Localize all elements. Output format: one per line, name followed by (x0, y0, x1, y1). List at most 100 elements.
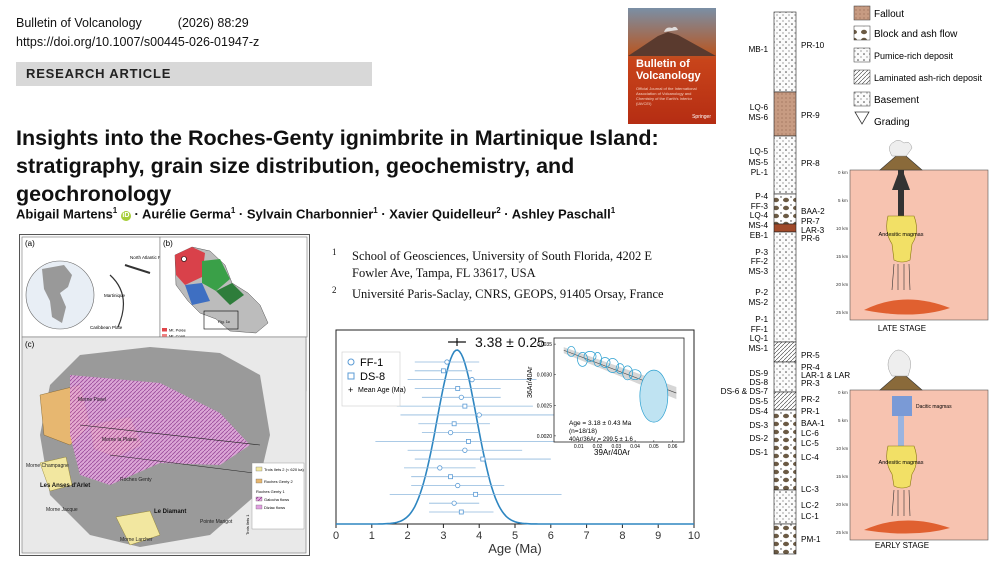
svg-text:Morne Larcher: Morne Larcher (120, 537, 153, 543)
volcano-illustration (628, 26, 716, 56)
inset-x-tick-label: 0.06 (668, 444, 678, 450)
strat-left-label: MS-2 (748, 298, 768, 307)
svg-text:15 km: 15 km (836, 254, 849, 259)
density-curve (336, 349, 694, 525)
isochron-point (606, 358, 619, 373)
ds8-point (448, 474, 453, 480)
isochron-point (622, 365, 633, 381)
svg-text:Fallout: Fallout (874, 9, 904, 20)
author-name[interactable]: Sylvain Charbonnier (246, 206, 374, 222)
ds8-point (455, 386, 461, 391)
isochron-point (628, 369, 642, 381)
strat-left-label: DS-4 (749, 407, 768, 416)
svg-text:Roches Genty 2: Roches Genty 2 (264, 479, 293, 484)
map-figure-svg: (a) North Atlantic Plate Martinique Cari… (21, 236, 308, 554)
svg-text:10 km: 10 km (836, 446, 849, 451)
strat-right-label: LC-3 (801, 485, 819, 494)
ff1-point (469, 377, 475, 383)
svg-text:Pointe Marigot: Pointe Marigot (200, 519, 233, 525)
strat-left-label: MS-6 (748, 113, 768, 122)
strat-left-label: LQ-4 (750, 211, 769, 220)
ds8-point (473, 491, 479, 497)
strat-left-label: DS-2 (749, 434, 768, 443)
strat-left-label: P-1 (755, 315, 768, 324)
x-tick-label: 10 (688, 530, 700, 542)
isochron-inset: 0.01 0.02 0.03 0.04 0.05 0.06 0.0035 0.0030 0.00… (527, 337, 685, 457)
strat-right-label: PR-7 (801, 217, 820, 226)
svg-text:Mt. Conil: Mt. Conil (169, 334, 185, 339)
inset-y-tick-label: 0.0030 (537, 373, 553, 379)
x-tick-label: 1 (369, 530, 375, 542)
svg-text:Morne Jacque: Morne Jacque (46, 507, 78, 513)
inset-ref-label: Fig. 1c (218, 319, 230, 324)
svg-text:25 km: 25 km (836, 310, 849, 315)
strat-legend: Fallout Block and ash flow Pumice-rich d… (853, 5, 983, 128)
isochron-point (583, 351, 597, 362)
age-chart: 0 1 2 3 4 5 6 7 8 9 10 Age (Ma) 3.38 ± 0.25 FF-1 D… (333, 329, 700, 556)
svg-text:Morne la Plaine: Morne la Plaine (102, 437, 137, 443)
strat-right-label: LC-2 (801, 501, 819, 510)
map-figure: (a) North Atlantic Plate Martinique Cari… (19, 234, 310, 556)
strat-left-label: FF-1 (751, 325, 769, 334)
strat-left-label: DS-5 (749, 397, 768, 406)
ds8-point (441, 368, 446, 374)
x-tick-label: 5 (512, 530, 518, 542)
inset-age-text: Age = 3.18 ± 0.43 Ma (569, 420, 632, 427)
legend-ff1: FF-1 (360, 357, 383, 369)
author-name[interactable]: Ashley Paschall (511, 206, 611, 222)
svg-text:Basement: Basement (874, 95, 919, 106)
strat-right-label: LC-1 (801, 512, 819, 521)
legend-plus-marker: + (348, 385, 353, 395)
ff1-point (476, 412, 482, 418)
strat-left-label: MS-3 (748, 267, 768, 276)
ff1-point (458, 394, 464, 400)
island-label: Martinique (104, 293, 126, 298)
strat-right-label: LC-5 (801, 439, 819, 448)
x-axis-label: Age (Ma) (488, 541, 541, 556)
doi-link[interactable]: https://doi.org/10.1007/s00445-026-01947… (16, 35, 260, 49)
ds8-point (466, 439, 471, 444)
strat-left-label: P-4 (755, 192, 768, 201)
mean-age-marker (448, 338, 466, 346)
strat-right-label: PR-9 (801, 111, 820, 120)
svg-text:Trois Ilets 2 (< 620 ka): Trois Ilets 2 (< 620 ka) (264, 467, 304, 472)
strat-right-label: PM-1 (801, 535, 821, 544)
svg-text:10 km: 10 km (836, 226, 849, 231)
author-name[interactable]: Xavier Quidelleur (389, 206, 497, 222)
svg-text:Le Diamant: Le Diamant (154, 509, 186, 515)
ff1-point (444, 359, 450, 365)
strat-right-label: LAR-1 & LAR-2 (801, 371, 850, 380)
orcid-icon[interactable]: iD (120, 211, 131, 222)
svg-text:0 km: 0 km (838, 170, 848, 175)
article-type-banner: RESEARCH ARTICLE (16, 62, 372, 86)
inset-x-tick-label: 0.04 (630, 444, 640, 450)
panel-b-label: (b) (163, 239, 173, 248)
legend-circle-marker (347, 358, 355, 366)
strat-left-label: LQ-1 (750, 334, 769, 343)
svg-text:Dacitic magmas: Dacitic magmas (916, 404, 952, 410)
isochron-point (639, 369, 669, 423)
svg-text:Laminated ash-rich deposit: Laminated ash-rich deposit (874, 73, 983, 83)
isochron-point (615, 363, 625, 374)
strat-left-label: DS-8 (749, 378, 768, 387)
inset-y-label: 36Ar/40Ar (527, 366, 534, 398)
ff1-point (437, 465, 443, 471)
svg-text:5 km: 5 km (838, 198, 848, 203)
strat-left-label: P-2 (755, 288, 768, 297)
legend-square-marker (347, 372, 355, 380)
ff1-point (447, 429, 454, 436)
isochron-point (577, 352, 588, 367)
author-name[interactable]: Aurélie Germa (141, 206, 231, 222)
svg-text:Grading: Grading (874, 117, 910, 128)
svg-text:25 km: 25 km (836, 530, 849, 535)
legend-ds8: DS-8 (360, 371, 385, 383)
journal-cover: Bulletin of Volcanology Official Journal … (628, 8, 716, 124)
author-name[interactable]: Abigail Martens (16, 206, 113, 222)
strat-left-label: PL-1 (751, 168, 769, 177)
x-tick-label: 9 (655, 530, 661, 542)
article-title: Insights into the Roches-Genty ignimbrit… (16, 126, 659, 206)
chart-legend: FF-1 DS-8 + Mean Age (Ma) (341, 351, 406, 407)
x-tick-label: 0 (333, 530, 339, 542)
ff1-point (462, 447, 468, 453)
isochron-point (599, 357, 611, 368)
